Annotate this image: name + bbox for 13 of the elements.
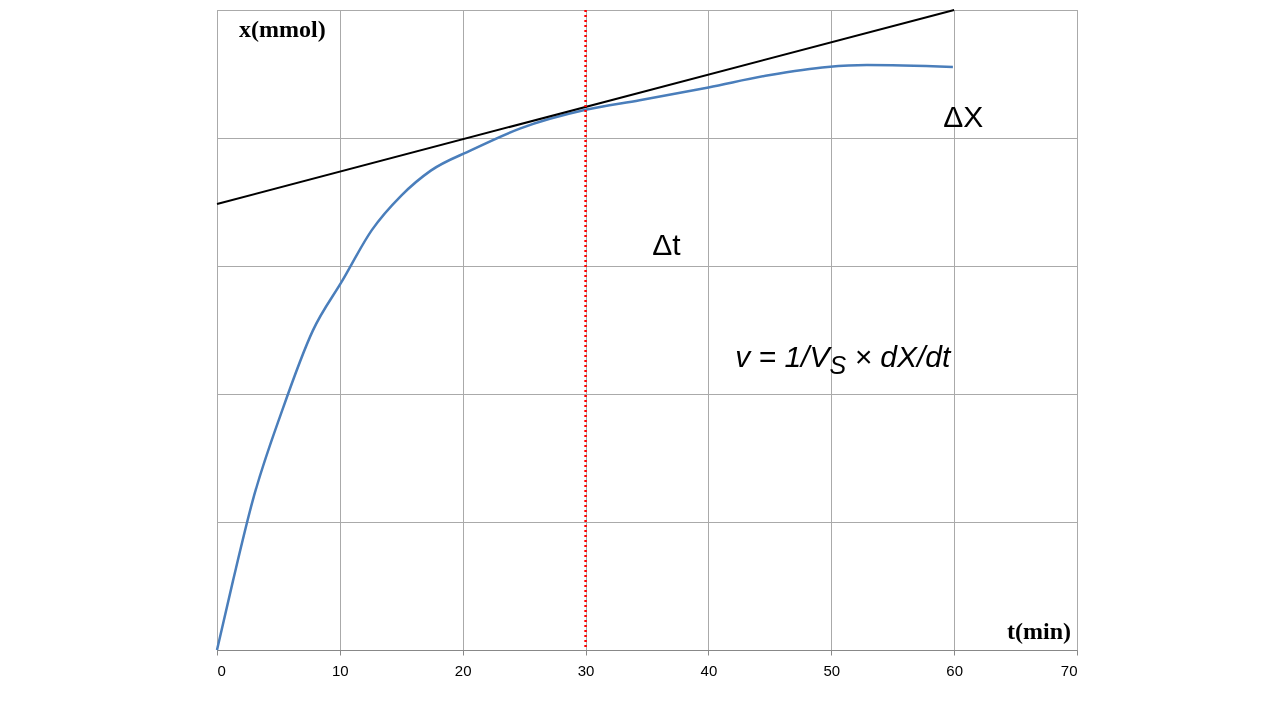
x-tick-label: 60: [946, 661, 963, 679]
x-tick-label: 50: [823, 661, 841, 679]
annotation: ΔX: [943, 99, 984, 134]
x-tick-label: 10: [332, 661, 349, 679]
x-tick-label: 40: [700, 661, 718, 679]
y-axis-title: x(mmol): [239, 16, 326, 42]
x-axis-title: t(min): [1007, 618, 1071, 644]
x-tick-label: 30: [577, 661, 595, 679]
x-tick-label: 0: [217, 661, 226, 679]
x-tick-label: 20: [454, 661, 472, 679]
annotation: v = 1/V$_{S}$ × dX/dt: [735, 340, 951, 380]
annotation: Δt: [652, 227, 681, 262]
x-tick-label: 70: [1060, 661, 1078, 679]
